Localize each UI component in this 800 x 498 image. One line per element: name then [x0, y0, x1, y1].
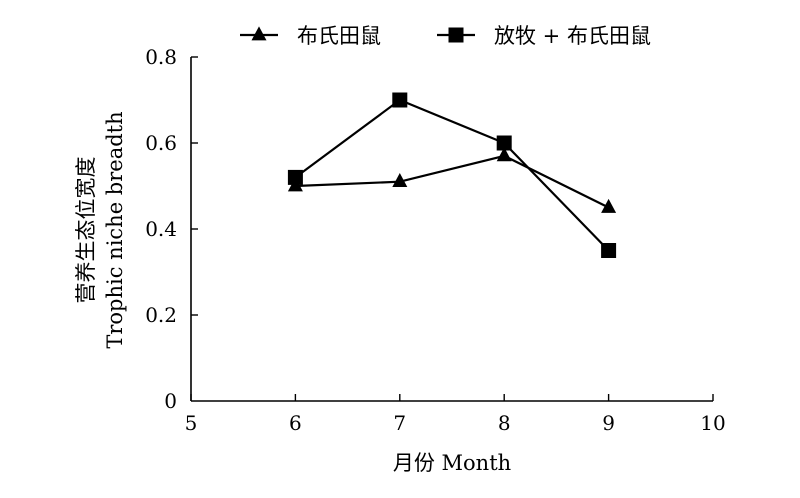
series-layer: [287, 92, 617, 258]
x-tick-label: 7: [393, 411, 406, 435]
data-point: [601, 243, 617, 258]
axes: 5 6 7 8 9 10 0 0.2 0.4 0.6 0.8: [145, 45, 726, 435]
series-line: [294, 98, 610, 252]
legend: 布氏田鼠 放牧 + 布氏田鼠: [240, 24, 651, 48]
y-axis-label-en: Trophic niche breadth: [103, 111, 127, 348]
x-tick-label: 10: [700, 411, 725, 435]
series-line: [295, 154, 610, 209]
legend-label: 布氏田鼠: [297, 24, 381, 48]
y-tick-label: 0: [164, 389, 177, 413]
x-tick-label: 6: [289, 411, 302, 435]
legend-item-2: 放牧 + 布氏田鼠: [437, 24, 651, 48]
legend-label: 放牧 + 布氏田鼠: [494, 24, 651, 48]
y-tick-label: 0.4: [145, 217, 177, 241]
series-1: [287, 147, 617, 213]
y-axis-label: 营养生态位宽度 Trophic niche breadth: [74, 111, 127, 348]
legend-marker: [251, 26, 267, 41]
x-tick-label: 5: [185, 411, 198, 435]
y-tick-label: 0.6: [145, 131, 177, 155]
data-point: [392, 173, 408, 188]
legend-marker: [448, 27, 464, 43]
x-axis-label: 月份 Month: [393, 451, 511, 475]
series-2: [287, 92, 617, 258]
x-tick-label: 9: [602, 411, 615, 435]
y-tick-label: 0.2: [145, 303, 177, 327]
data-point: [496, 147, 512, 162]
data-point: [496, 135, 512, 151]
legend-item-1: 布氏田鼠: [240, 24, 381, 48]
data-point: [392, 92, 408, 108]
y-axis-label-cn: 营养生态位宽度: [74, 157, 98, 304]
data-point: [287, 169, 303, 185]
x-tick-label: 8: [498, 411, 511, 435]
data-point: [601, 198, 617, 213]
y-tick-label: 0.8: [145, 45, 177, 69]
